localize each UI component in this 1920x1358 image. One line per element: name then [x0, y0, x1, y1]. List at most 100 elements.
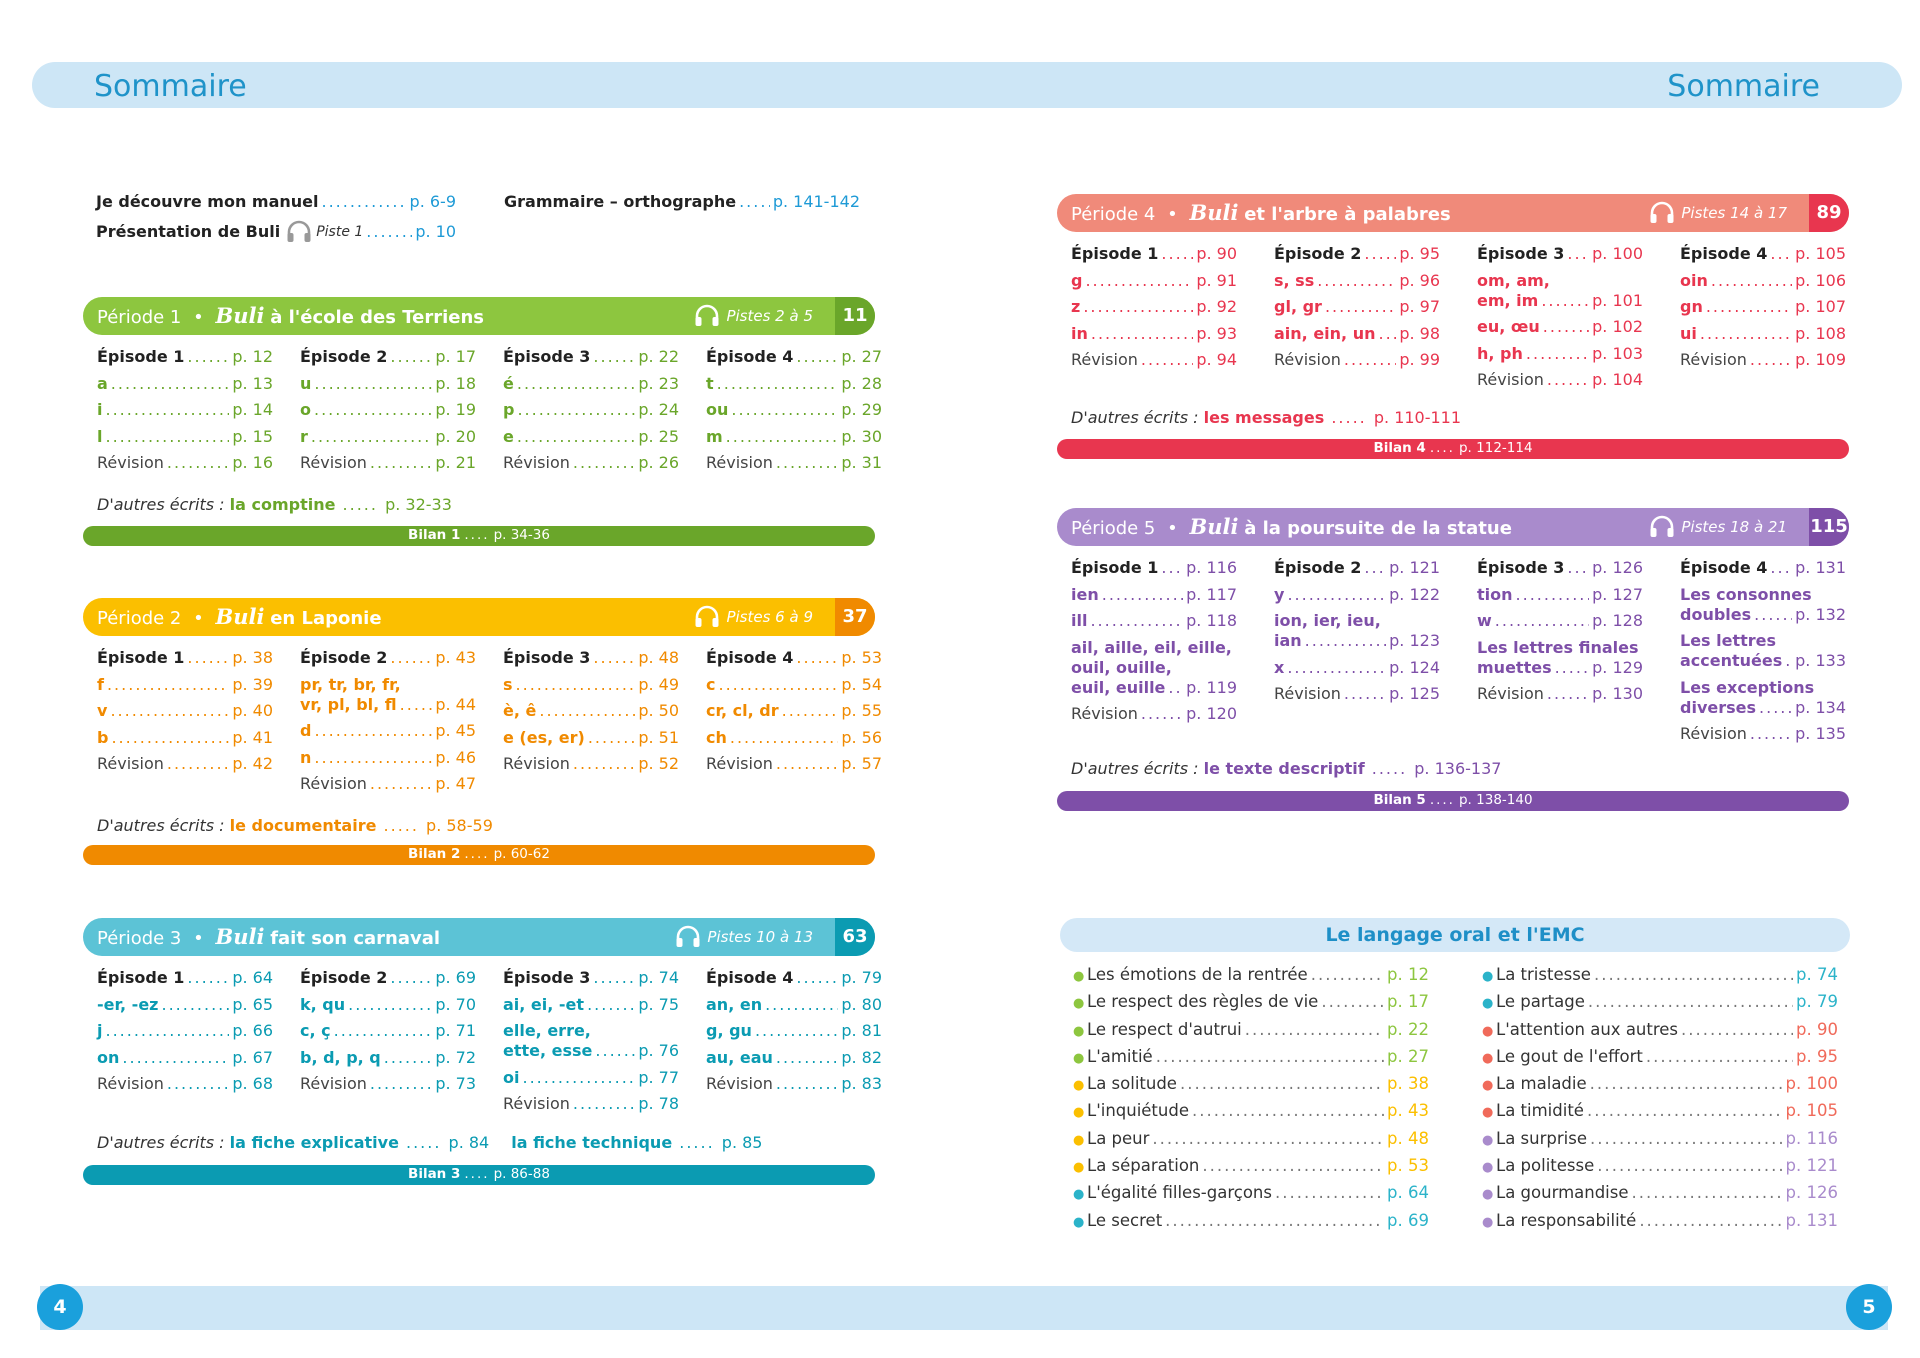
episode-row[interactable]: Épisode 3...............................… — [503, 347, 679, 366]
emc-item[interactable]: ●La timidité............................… — [1482, 1101, 1838, 1121]
emc-item[interactable]: ● Le respect d'autrui....................… — [1073, 1019, 1429, 1039]
revision-row[interactable]: Révision................................… — [1274, 684, 1440, 703]
emc-item[interactable]: ● La peur................................… — [1073, 1128, 1429, 1148]
sound-row[interactable]: Les lettres — [1680, 633, 1846, 653]
sound-row[interactable]: c.......................................… — [706, 674, 882, 694]
bilan-bar[interactable]: Bilan 2.... p. 60-62 — [83, 845, 875, 865]
bilan-bar[interactable]: Bilan 1.... p. 34-36 — [83, 526, 875, 546]
intro-decouvre[interactable]: Je découvre mon manuel .................… — [96, 192, 456, 211]
episode-row[interactable]: Épisode 2...............................… — [1274, 244, 1440, 263]
sound-row[interactable]: ail, aille, eil, eille, — [1071, 639, 1237, 660]
episode-row[interactable]: Épisode 3...............................… — [1477, 244, 1643, 263]
sound-row[interactable]: r.......................................… — [300, 426, 476, 446]
revision-row[interactable]: Révision................................… — [1274, 350, 1440, 369]
sound-row[interactable]: au, eau.................................… — [706, 1047, 882, 1067]
sound-row[interactable]: tion....................................… — [1477, 584, 1643, 604]
sound-row[interactable]: -er, -ez................................… — [97, 994, 273, 1014]
sound-row[interactable]: m.......................................… — [706, 426, 882, 446]
sound-row[interactable]: b.......................................… — [97, 727, 273, 747]
revision-row[interactable]: Révision................................… — [503, 754, 679, 773]
emc-item[interactable]: ●La politesse...........................… — [1482, 1156, 1838, 1176]
sound-row[interactable]: vr, pl, bl, fl..........................… — [300, 694, 476, 714]
period-band-2[interactable]: Période 2 • Buli en Laponie Pistes 6 à 9… — [83, 598, 875, 636]
revision-row[interactable]: Révision................................… — [503, 453, 679, 472]
episode-row[interactable]: Épisode 4...............................… — [1680, 244, 1846, 263]
sound-row[interactable]: gn......................................… — [1680, 297, 1846, 316]
sound-row[interactable]: accentuées..............................… — [1680, 651, 1846, 670]
revision-row[interactable]: Révision................................… — [503, 1094, 679, 1113]
bilan-bar[interactable]: Bilan 3.... p. 86-88 — [83, 1165, 875, 1185]
episode-row[interactable]: Épisode 4...............................… — [706, 968, 882, 987]
sound-row[interactable]: s.......................................… — [503, 674, 679, 694]
sound-row[interactable]: ien.....................................… — [1071, 584, 1237, 604]
emc-item[interactable]: ●Les émotions de la rentrée.............… — [1073, 965, 1429, 984]
sound-row[interactable]: é.......................................… — [503, 373, 679, 393]
sound-row[interactable]: ion, ier, ieu, — [1274, 613, 1440, 633]
sound-row[interactable]: Les consonnes — [1680, 586, 1846, 607]
sound-row[interactable]: ou......................................… — [706, 400, 882, 419]
sound-row[interactable]: l.......................................… — [97, 426, 273, 446]
revision-row[interactable]: Révision................................… — [97, 1074, 273, 1093]
sound-row[interactable]: cr, cl, dr..............................… — [706, 701, 882, 720]
sound-row[interactable]: x.......................................… — [1274, 657, 1440, 677]
sound-row[interactable]: ette, esse..............................… — [503, 1041, 679, 1060]
revision-row[interactable]: Révision................................… — [1477, 370, 1643, 389]
sound-row[interactable]: a.......................................… — [97, 373, 273, 393]
episode-row[interactable]: Épisode 2...............................… — [300, 347, 476, 366]
emc-item[interactable]: ● L'amitié...............................… — [1073, 1046, 1429, 1066]
episode-row[interactable]: Épisode 1...............................… — [97, 648, 273, 667]
revision-row[interactable]: Révision................................… — [97, 754, 273, 773]
sound-row[interactable]: ain, ein, un............................… — [1274, 323, 1440, 343]
sound-row[interactable]: ouil, ouille, — [1071, 659, 1237, 680]
emc-item[interactable]: ●La responsabilité......................… — [1482, 1210, 1838, 1230]
sound-row[interactable]: om, am, — [1477, 272, 1643, 293]
sound-row[interactable]: euil, euille............................… — [1071, 677, 1237, 697]
sound-row[interactable]: i.......................................… — [97, 400, 273, 419]
emc-item[interactable]: ● La solitude............................… — [1073, 1074, 1429, 1094]
sound-row[interactable]: muettes.................................… — [1477, 657, 1643, 677]
period-band-3[interactable]: Période 3 • Buli fait son carnaval Piste… — [83, 918, 875, 956]
emc-item[interactable]: ● L'égalité filles-garçons...............… — [1073, 1183, 1429, 1203]
episode-row[interactable]: Épisode 1...............................… — [97, 347, 273, 366]
sound-row[interactable]: ill.....................................… — [1071, 611, 1237, 630]
sound-row[interactable]: oin.....................................… — [1680, 270, 1846, 290]
revision-row[interactable]: Révision................................… — [1071, 350, 1237, 369]
emc-item[interactable]: ●L'attention aux autres.................… — [1482, 1019, 1838, 1039]
sound-row[interactable]: g, gu...................................… — [706, 1021, 882, 1040]
sound-row[interactable]: y.......................................… — [1274, 584, 1440, 604]
sound-row[interactable]: s, ss...................................… — [1274, 270, 1440, 290]
revision-row[interactable]: Révision................................… — [300, 774, 476, 793]
sound-row[interactable]: f.......................................… — [97, 674, 273, 694]
sound-row[interactable]: gl, gr..................................… — [1274, 297, 1440, 316]
sound-row[interactable]: b, d, p, q..............................… — [300, 1047, 476, 1067]
bilan-bar[interactable]: Bilan 4.... p. 112-114 — [1057, 439, 1849, 459]
emc-item[interactable]: ●La surprise............................… — [1482, 1128, 1838, 1148]
emc-item[interactable]: ●La maladie.............................… — [1482, 1074, 1838, 1094]
sound-row[interactable]: ui......................................… — [1680, 323, 1846, 343]
episode-row[interactable]: Épisode 1...............................… — [1071, 244, 1237, 263]
sound-row[interactable]: p.......................................… — [503, 400, 679, 419]
sound-row[interactable]: in......................................… — [1071, 323, 1237, 343]
bilan-bar[interactable]: Bilan 5.... p. 138-140 — [1057, 791, 1849, 811]
sound-row[interactable]: elle, erre, — [503, 1023, 679, 1043]
sound-row[interactable]: n.......................................… — [300, 747, 476, 767]
sound-row[interactable]: k, qu...................................… — [300, 994, 476, 1014]
sound-row[interactable]: pr, tr, br, fr, — [300, 676, 476, 697]
emc-item[interactable]: ● La tristesse...........................… — [1482, 965, 1838, 984]
emc-item[interactable]: ● Le secret..............................… — [1073, 1210, 1429, 1230]
episode-row[interactable]: Épisode 1...............................… — [97, 968, 273, 987]
revision-row[interactable]: Révision................................… — [1680, 350, 1846, 369]
revision-row[interactable]: Révision................................… — [706, 754, 882, 773]
sound-row[interactable]: Les exceptions — [1680, 679, 1846, 700]
revision-row[interactable]: Révision................................… — [706, 1074, 882, 1093]
emc-item[interactable]: ●Le respect des règles de vie...........… — [1073, 992, 1429, 1012]
sound-row[interactable]: eu, œu..................................… — [1477, 317, 1643, 336]
sound-row[interactable]: w.......................................… — [1477, 611, 1643, 630]
episode-row[interactable]: Épisode 3...............................… — [1477, 558, 1643, 577]
sound-row[interactable]: o.......................................… — [300, 400, 476, 419]
episode-row[interactable]: Épisode 3...............................… — [503, 968, 679, 987]
intro-grammaire[interactable]: Grammaire – orthographe ................… — [504, 192, 860, 211]
revision-row[interactable]: Révision................................… — [1071, 704, 1237, 723]
emc-item[interactable]: ●La séparation..........................… — [1073, 1156, 1429, 1176]
revision-row[interactable]: Révision................................… — [1477, 684, 1643, 703]
